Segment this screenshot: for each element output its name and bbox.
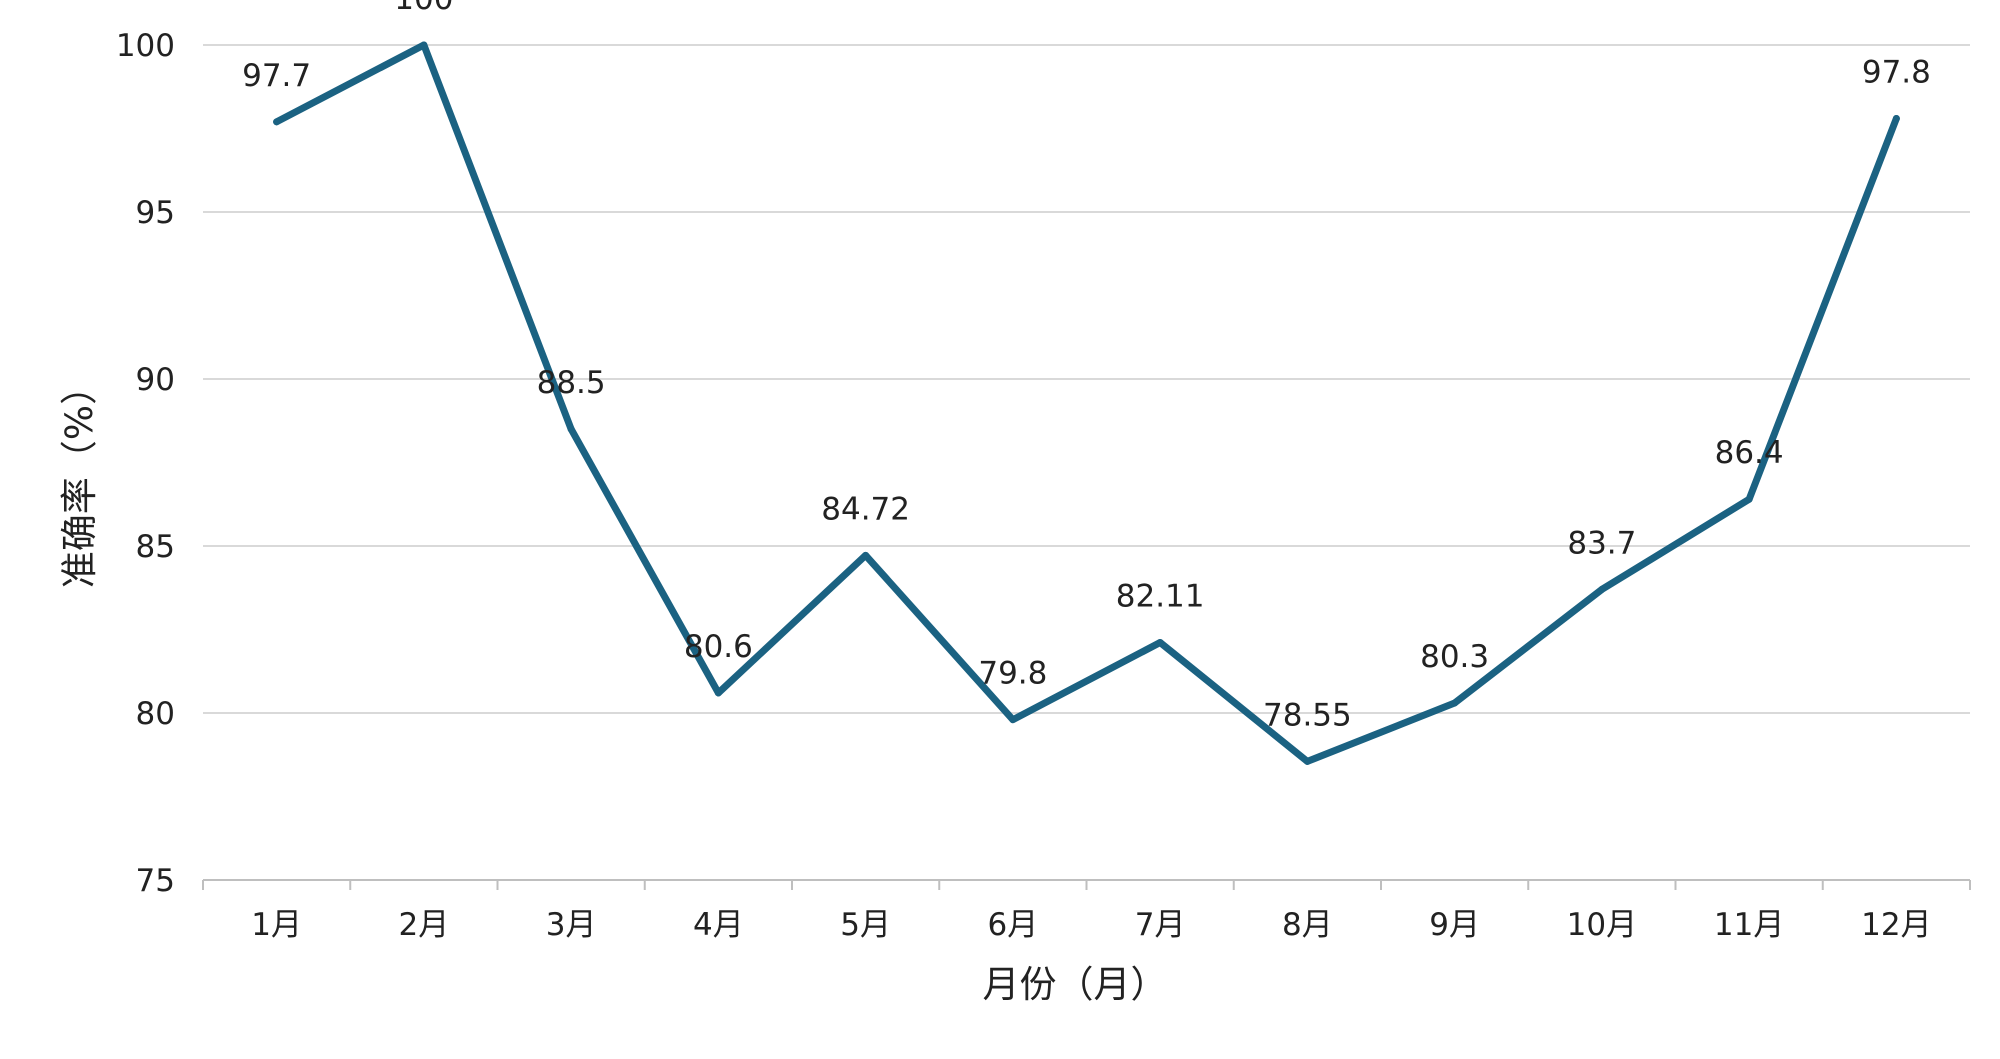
data-point	[862, 551, 870, 559]
y-axis: 75 80 85 90 95 100	[116, 28, 175, 899]
data-point	[1598, 585, 1606, 593]
x-axis	[202, 879, 1971, 890]
x-tick-label: 10月	[1567, 907, 1637, 943]
x-tick-label: 3月	[546, 907, 597, 943]
data-label: 84.72	[821, 491, 910, 527]
gridlines	[203, 44, 1970, 714]
data-point	[567, 425, 575, 433]
data-label: 86.4	[1715, 435, 1784, 471]
y-axis-title: 准确率（%）	[58, 368, 101, 588]
y-tick-label: 100	[116, 28, 175, 64]
data-point	[420, 41, 428, 49]
y-tick-label: 80	[136, 696, 175, 732]
data-point	[1009, 716, 1017, 724]
x-tick-label: 5月	[840, 907, 891, 943]
x-tick-label: 6月	[988, 907, 1039, 943]
data-labels: 97.7 100 88.5 80.6 84.72 79.8 82.11 78.55 80.3 83…	[242, 0, 1931, 733]
series-layer	[273, 41, 1900, 765]
data-point	[714, 689, 722, 697]
data-label: 97.8	[1862, 54, 1931, 90]
data-label: 82.11	[1116, 579, 1205, 615]
data-label: 97.7	[242, 58, 311, 94]
data-label: 80.6	[684, 629, 753, 665]
data-label: 88.5	[537, 365, 606, 401]
series-line	[273, 41, 1900, 765]
x-axis-title: 月份（月）	[983, 963, 1168, 1006]
data-point	[1892, 114, 1900, 122]
x-axis-labels: 1月 2月 3月 4月 5月 6月 7月 8月 9月 10月 11月 12月	[251, 907, 1931, 943]
x-tick-label: 1月	[251, 907, 302, 943]
data-label: 100	[394, 0, 453, 17]
x-tick-label: 12月	[1861, 907, 1931, 943]
data-label: 78.55	[1263, 697, 1352, 733]
data-point	[1303, 757, 1311, 765]
x-tick-label: 9月	[1429, 907, 1480, 943]
data-point	[1745, 495, 1753, 503]
y-tick-label: 75	[136, 863, 175, 899]
data-label: 80.3	[1420, 639, 1489, 675]
x-tick-label: 2月	[399, 907, 450, 943]
x-tick-label: 4月	[693, 907, 744, 943]
y-tick-label: 90	[136, 362, 175, 398]
data-label: 79.8	[978, 656, 1047, 692]
data-label: 83.7	[1567, 525, 1636, 561]
x-tick-label: 8月	[1282, 907, 1333, 943]
data-point	[1156, 639, 1164, 647]
data-point	[273, 118, 281, 126]
y-tick-label: 95	[136, 195, 175, 231]
y-tick-label: 85	[136, 529, 175, 565]
x-tick-label: 11月	[1714, 907, 1784, 943]
data-point	[1451, 699, 1459, 707]
x-tick-label: 7月	[1135, 907, 1186, 943]
